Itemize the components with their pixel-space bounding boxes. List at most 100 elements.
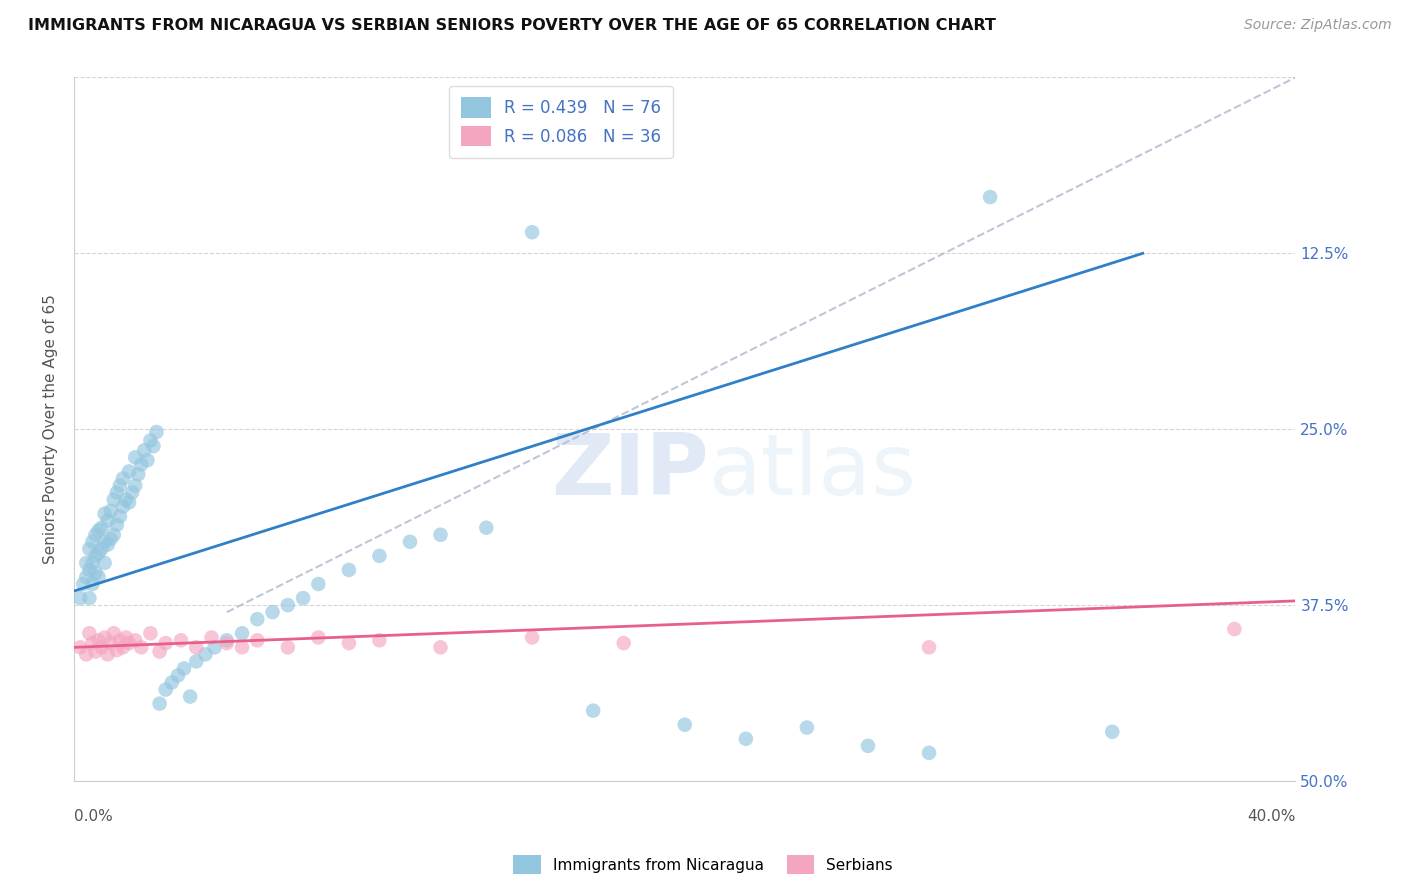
Point [108,633,131,648]
Point [136,453,159,467]
Point [124,450,146,465]
Point [277,640,299,655]
Point [673,717,696,731]
Point [1223,622,1246,636]
Point [613,636,636,650]
Point [84,566,107,580]
Point [103,626,125,640]
Point [368,633,391,648]
Point [115,492,138,507]
Point [72,577,94,591]
Point [79,626,101,640]
Point [108,509,131,524]
Point [84,549,107,563]
Point [246,633,269,648]
Point [100,504,122,518]
Point [155,682,177,697]
Point [186,654,208,668]
Point [194,648,217,662]
Point [246,612,269,626]
Point [582,704,605,718]
Point [118,495,141,509]
Text: atlas: atlas [709,430,917,513]
Point [69,640,91,655]
Point [277,598,299,612]
Point [734,731,756,746]
Point [103,528,125,542]
Point [93,631,115,645]
Point [87,633,110,648]
Y-axis label: Seniors Poverty Over the Age of 65: Seniors Poverty Over the Age of 65 [44,294,58,564]
Point [87,570,110,584]
Point [90,541,112,556]
Point [108,478,131,492]
Text: ZIP: ZIP [551,430,709,513]
Point [75,556,97,570]
Point [520,631,543,645]
Point [215,636,238,650]
Text: 0.0%: 0.0% [75,809,112,824]
Legend: Immigrants from Nicaragua, Serbians: Immigrants from Nicaragua, Serbians [508,849,898,880]
Legend: R = 0.439   N = 76, R = 0.086   N = 36: R = 0.439 N = 76, R = 0.086 N = 36 [449,86,672,158]
Point [93,507,115,521]
Point [979,190,1001,204]
Point [262,605,284,619]
Point [97,648,120,662]
Point [93,534,115,549]
Point [129,640,152,655]
Point [139,434,162,448]
Point [368,549,391,563]
Point [103,492,125,507]
Point [75,648,97,662]
Point [100,532,122,546]
Point [186,640,208,655]
Point [160,675,183,690]
Point [475,521,498,535]
Point [90,521,112,535]
Point [215,633,238,648]
Point [173,661,195,675]
Point [124,633,146,648]
Point [97,538,120,552]
Point [82,636,104,650]
Point [93,556,115,570]
Point [82,534,104,549]
Point [75,570,97,584]
Point [118,465,141,479]
Point [69,591,91,605]
Point [84,644,107,658]
Point [111,500,134,514]
Point [100,636,122,650]
Point [149,697,172,711]
Point [337,563,360,577]
Point [124,478,146,492]
Point [429,528,451,542]
Point [145,425,167,439]
Point [82,577,104,591]
Point [167,668,190,682]
Point [127,467,149,482]
Point [87,546,110,560]
Point [337,636,360,650]
Point [429,640,451,655]
Point [97,514,120,528]
Point [111,640,134,655]
Point [1101,724,1123,739]
Point [155,636,177,650]
Point [90,640,112,655]
Point [82,556,104,570]
Point [87,524,110,538]
Point [139,626,162,640]
Point [170,633,193,648]
Point [105,517,128,532]
Point [179,690,201,704]
Point [105,643,128,657]
Point [307,631,329,645]
Point [307,577,329,591]
Text: 40.0%: 40.0% [1247,809,1295,824]
Point [918,746,941,760]
Point [142,439,165,453]
Point [399,534,422,549]
Point [796,721,818,735]
Point [84,528,107,542]
